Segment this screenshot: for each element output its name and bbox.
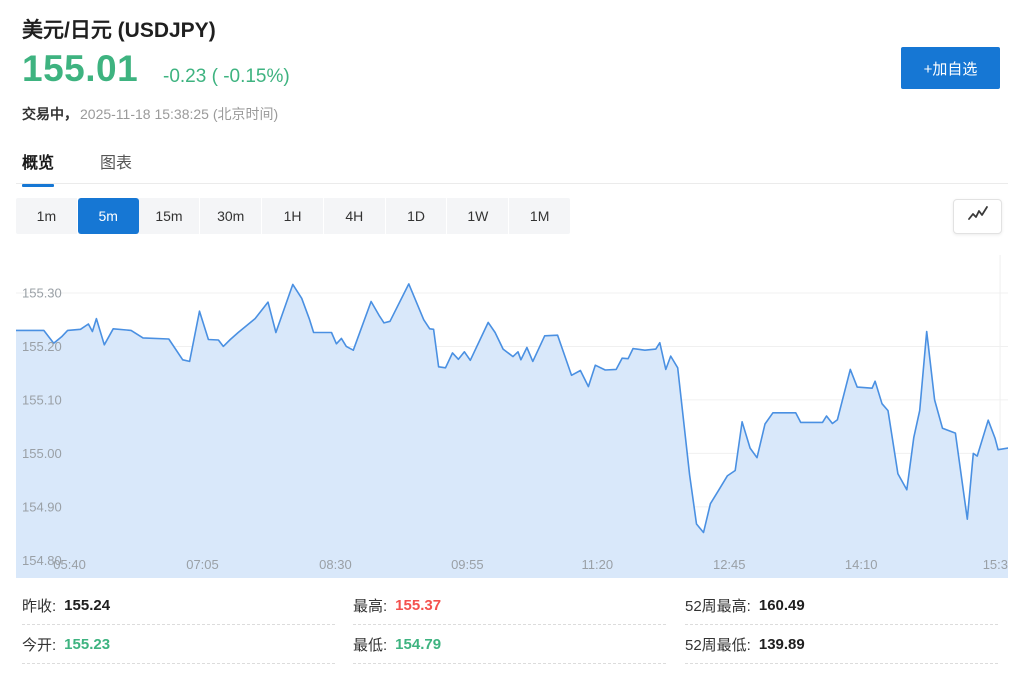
stat-label: 最低:: [353, 636, 388, 654]
trading-status: 交易中，: [22, 106, 78, 122]
range-1h[interactable]: 1H: [262, 198, 324, 234]
interval-selector: 1m 5m 15m 30m 1H 4H 1D 1W 1M: [16, 198, 570, 234]
tab-chart[interactable]: 图表: [100, 155, 133, 172]
y-axis-label: 155.30: [22, 285, 62, 300]
range-1m[interactable]: 1M: [529, 208, 550, 224]
stat-value: 160.49: [758, 596, 805, 614]
range-1w[interactable]: 1W: [447, 198, 510, 234]
range-5m[interactable]: 5m: [77, 198, 139, 234]
x-axis-label: 14:10: [845, 557, 878, 572]
x-axis-label: 12:45: [713, 557, 746, 572]
y-axis-label: 155.20: [22, 339, 62, 354]
chart-type-button[interactable]: [953, 199, 1002, 234]
trading-status-line: 交易中， 2025-11-18 15:38:25 (北京时间): [22, 104, 278, 124]
stat-label: 昨收:: [22, 597, 57, 615]
x-axis-label: 09:55: [451, 557, 484, 572]
stats-column-3: 52周最高: 160.49 52周最低: 139.89: [685, 586, 998, 664]
stat-label: 最高:: [353, 597, 388, 615]
range-4h[interactable]: 4H: [324, 198, 386, 234]
stat-value: 155.23: [64, 635, 111, 653]
stat-value: 155.37: [395, 596, 442, 614]
last-price: 155.01: [22, 48, 139, 89]
y-axis-label: 155.00: [22, 446, 62, 461]
range-1d[interactable]: 1D: [386, 198, 448, 234]
stat-low: 最低: 154.79: [353, 625, 666, 664]
stat-label: 52周最高:: [685, 597, 751, 615]
x-axis-label: 08:30: [319, 557, 352, 572]
price-chart[interactable]: 155.30 155.20 155.10 155.00 154.90 154.80 05:4…: [15, 255, 1009, 578]
x-axis-label: 11:20: [582, 557, 614, 572]
stat-high: 最高: 155.37: [353, 586, 666, 625]
page-title: 美元/日元 (USDJPY): [22, 19, 216, 42]
tab-overview[interactable]: 概览: [22, 149, 55, 188]
range-15m[interactable]: 15m: [139, 198, 201, 234]
x-axis-label: 07:05: [186, 557, 219, 572]
stat-value: 155.24: [64, 596, 111, 614]
y-axis-label: 154.80: [22, 553, 62, 568]
price-chart-svg: 155.30 155.20 155.10 155.00 154.90 154.8005:4…: [15, 255, 1009, 578]
stat-52w-high: 52周最高: 160.49: [685, 586, 998, 625]
price-change: -0.23 ( -0.15%): [163, 66, 290, 87]
add-watchlist-button[interactable]: +加自选: [901, 47, 1000, 89]
y-axis-label: 155.10: [22, 392, 62, 407]
stat-prev-close: 昨收: 155.24: [22, 586, 335, 625]
stat-52w-low: 52周最低: 139.89: [685, 625, 998, 664]
stat-label: 52周最低:: [685, 636, 751, 654]
area-fill: [16, 283, 1008, 578]
stat-value: 154.79: [395, 635, 442, 653]
range-30m[interactable]: 30m: [200, 198, 263, 234]
stats-column-1: 昨收: 155.24 今开: 155.23: [22, 586, 335, 664]
stat-label: 今开:: [22, 636, 57, 654]
price-line: [15, 283, 1009, 534]
tab-divider: [16, 183, 1008, 184]
x-axis-label: 15:3: [983, 557, 1008, 572]
y-axis-label: 154.90: [22, 499, 62, 514]
tab-bar: 概览 图表: [22, 149, 178, 188]
x-axis-label: 05:40: [53, 557, 86, 572]
stat-value: 139.89: [758, 635, 805, 653]
stats-column-2: 最高: 155.37 最低: 154.79: [353, 586, 666, 664]
range-1m[interactable]: 1m: [16, 198, 78, 234]
stat-open: 今开: 155.23: [22, 625, 335, 664]
line-chart-icon: [966, 204, 990, 229]
quote-timestamp: 2025-11-18 15:38:25 (北京时间): [80, 106, 279, 122]
